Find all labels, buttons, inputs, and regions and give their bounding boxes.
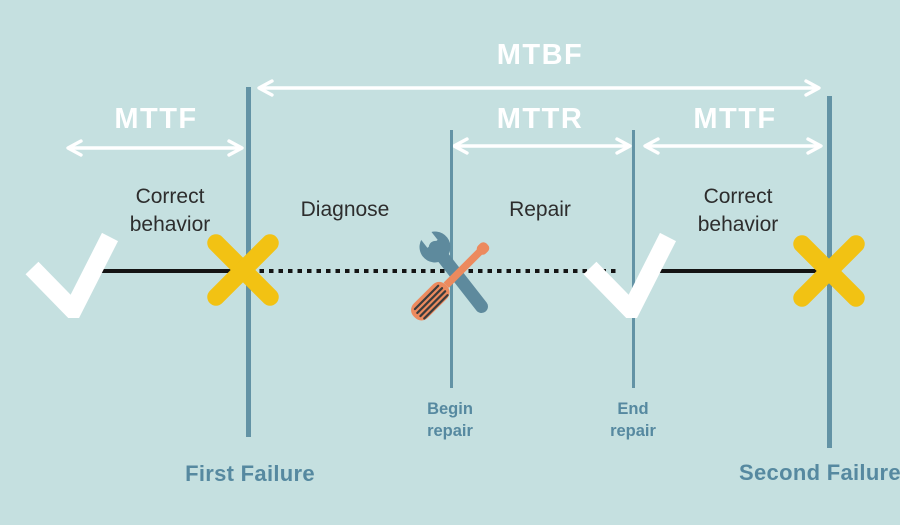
arrowhead-left-icon <box>452 137 469 155</box>
check-icon <box>583 232 677 318</box>
arrowhead-left-icon <box>257 79 274 97</box>
arrowhead-left-icon <box>66 139 83 157</box>
mttf-right-label: MTTF <box>693 103 777 135</box>
check-icon <box>25 232 119 318</box>
x-icon <box>207 234 279 306</box>
mttf-right-arrow <box>643 137 823 155</box>
arrowhead-right-icon <box>804 79 821 97</box>
mttf-left-arrow <box>66 139 244 157</box>
event-end-repair-label: End repair <box>610 400 656 441</box>
mttr-label: MTTR <box>496 103 584 135</box>
arrowhead-right-icon <box>806 137 823 155</box>
timeline-solid-left <box>86 269 244 273</box>
screwdriver-icon <box>411 242 490 321</box>
arrowhead-right-icon <box>227 139 244 157</box>
end-repair-line <box>632 130 635 388</box>
x-icon <box>793 235 865 307</box>
phase-correct-behavior-right: Correct behavior <box>697 185 779 236</box>
phase-diagnose: Diagnose <box>300 198 390 221</box>
mtbf-arrow <box>257 79 821 97</box>
arrowhead-right-icon <box>615 137 632 155</box>
phase-repair: Repair <box>509 198 571 221</box>
event-begin-repair-label: Begin repair <box>427 400 473 441</box>
timeline-solid-right <box>645 269 830 273</box>
timeline-dotted-repair <box>250 269 620 273</box>
phase-correct-behavior-left: Correct behavior <box>129 185 211 236</box>
mttr-arrow <box>452 137 632 155</box>
event-first-failure-label: First Failure <box>185 461 315 486</box>
event-second-failure-label: Second Failure <box>739 460 900 485</box>
tools-icon <box>411 225 490 321</box>
mtbf-label: MTBF <box>496 39 584 71</box>
arrowhead-left-icon <box>643 137 660 155</box>
mttf-left-label: MTTF <box>114 103 198 135</box>
